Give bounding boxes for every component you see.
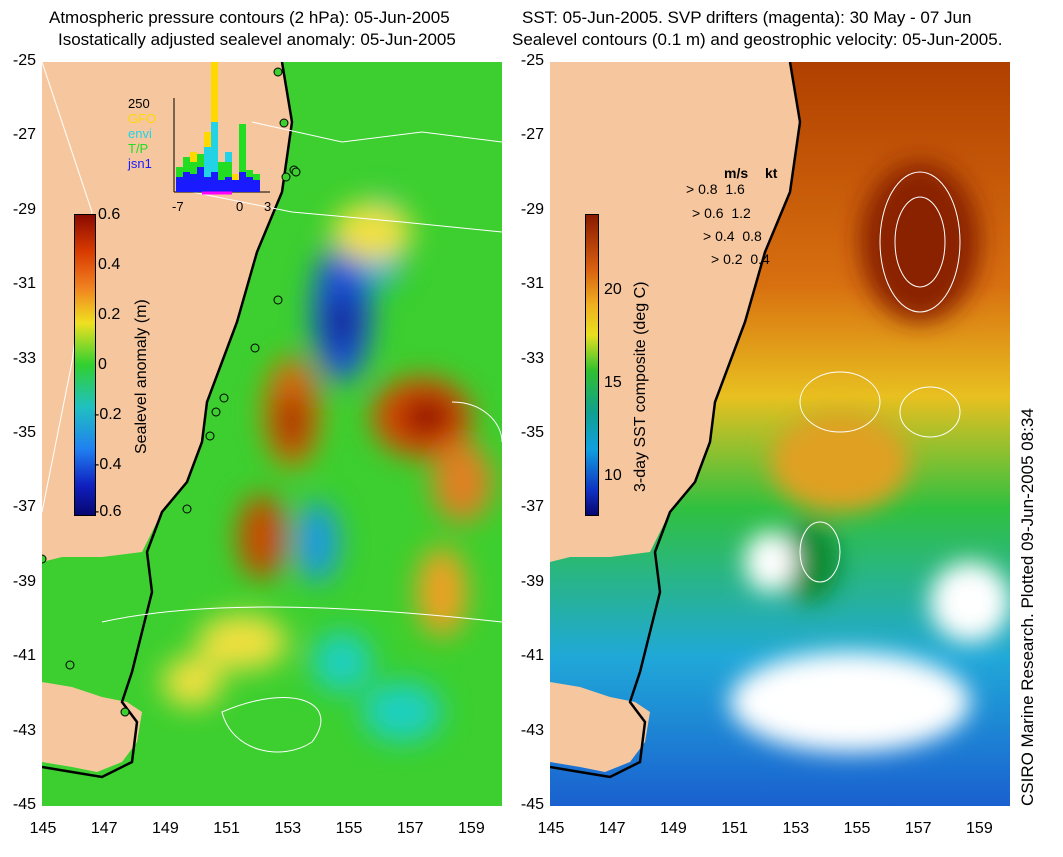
- legend-envi: envi: [128, 126, 152, 141]
- x-axis-tick: 155: [843, 820, 871, 837]
- x-axis-tick: 149: [660, 820, 687, 837]
- x-axis-tick: 147: [598, 820, 626, 837]
- sealevel-colorbar: [74, 214, 96, 516]
- velocity-legend-row: > 0.4 0.8: [703, 228, 762, 244]
- y-axis-tick: -39: [12, 572, 36, 590]
- cbar-tick: -0.2: [94, 406, 122, 423]
- x-axis-tick: 153: [274, 820, 302, 837]
- cbar-tick: 0.6: [98, 206, 121, 223]
- velocity-legend-row: > 0.8 1.6: [686, 181, 745, 197]
- y-axis-tick: -41: [520, 647, 544, 665]
- y-axis-tick: -37: [12, 498, 36, 516]
- cbar-tick: 0: [98, 356, 107, 373]
- x-axis-tick: 145: [29, 820, 57, 837]
- y-axis-tick: -45: [520, 796, 544, 813]
- sealevel-colorbar-label: Sealevel anomaly (m): [133, 299, 150, 454]
- cbar-tick: -0.4: [94, 456, 122, 473]
- histogram-xlabel: 3: [264, 199, 272, 214]
- y-axis-tick: -43: [520, 721, 544, 739]
- x-axis-tick: 159: [966, 820, 993, 837]
- y-axis-tick: -29: [12, 200, 36, 218]
- velocity-legend-row: > 0.6 1.2: [692, 205, 751, 221]
- sst-colorbar: [585, 214, 599, 516]
- x-axis-tick: 157: [904, 820, 932, 837]
- y-axis-tick: -41: [12, 647, 36, 665]
- y-axis-tick: -35: [520, 424, 544, 441]
- velocity-legend-row: > 0.2 0.4: [711, 251, 770, 267]
- y-axis-tick: -31: [520, 275, 544, 293]
- x-axis-tick: 147: [90, 820, 118, 837]
- left-title-line2: Isostatically adjusted sealevel anomaly:…: [58, 30, 456, 49]
- left-title-line1: Atmospheric pressure contours (2 hPa): 0…: [49, 8, 450, 27]
- velocity-legend-header-kt: kt: [765, 165, 778, 181]
- y-axis-tick: -27: [520, 126, 544, 144]
- cbar-tick: 0.2: [98, 306, 121, 323]
- legend-jsn1: jsn1: [128, 156, 152, 171]
- y-axis-tick: -39: [520, 572, 544, 590]
- y-axis-tick: -33: [12, 349, 36, 367]
- histogram-max-label: 250: [128, 96, 150, 111]
- y-axis-tick: -43: [12, 721, 36, 739]
- y-axis-tick: -45: [12, 796, 36, 813]
- y-axis-tick: -37: [520, 498, 544, 516]
- x-axis-tick: 149: [152, 820, 179, 837]
- x-axis-tick: 153: [782, 820, 810, 837]
- cbar-tick: 0.4: [98, 256, 121, 273]
- x-axis-tick: 155: [335, 820, 363, 837]
- x-axis-tick: 145: [537, 820, 565, 837]
- legend-gfo: GFO: [128, 111, 157, 126]
- y-axis-tick: -31: [12, 275, 36, 293]
- y-axis-tick: -33: [520, 349, 544, 367]
- x-axis-tick: 151: [213, 820, 240, 837]
- histogram-xlabel: -7: [172, 199, 184, 214]
- credit-text: CSIRO Marine Research. Plotted 09-Jun-20…: [1018, 408, 1037, 806]
- right-title-line1: SST: 05-Jun-2005. SVP drifters (magenta)…: [522, 8, 972, 27]
- x-axis-tick: 159: [458, 820, 485, 837]
- x-axis-tick: 157: [396, 820, 424, 837]
- sst-colorbar-label: 3-day SST composite (deg C): [632, 281, 649, 492]
- y-axis-tick: -35: [12, 424, 36, 441]
- sst-cbar-tick: 20: [604, 281, 622, 298]
- satellite-histogram: [172, 62, 272, 198]
- y-axis-tick: -25: [12, 52, 36, 69]
- histogram-xlabel: 0: [236, 199, 244, 214]
- sst-cbar-tick: 10: [604, 467, 622, 484]
- sst-cbar-tick: 15: [604, 374, 622, 391]
- right-title-line2: Sealevel contours (0.1 m) and geostrophi…: [512, 30, 1003, 49]
- y-axis-tick: -27: [12, 126, 36, 144]
- cbar-tick: -0.6: [94, 503, 122, 520]
- y-axis-tick: -29: [520, 200, 544, 218]
- sst-map: [550, 62, 1010, 806]
- y-axis-tick: -25: [520, 52, 544, 69]
- velocity-legend-header-ms: m/s: [724, 165, 749, 181]
- x-axis-tick: 151: [721, 820, 748, 837]
- legend-tp: T/P: [128, 141, 149, 156]
- sealevel-anomaly-map: [42, 62, 502, 806]
